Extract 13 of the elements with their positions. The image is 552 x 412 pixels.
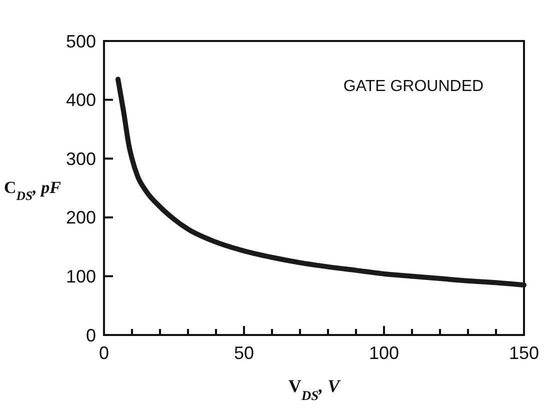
x-tick-label: 100 (368, 343, 400, 363)
y-tick-label: 200 (66, 208, 96, 228)
y-axis-title: C$_{DS}$, pF (4, 178, 62, 203)
y-tick-label: 500 (66, 31, 96, 52)
y-tick-label: 0 (86, 325, 96, 346)
x-tick-label: 150 (508, 343, 540, 363)
y-tick-label: 400 (66, 90, 96, 110)
x-axis-title: V$_{DS}$, V (288, 376, 342, 402)
y-tick-label: 300 (66, 148, 96, 169)
y-tick-label: 100 (66, 266, 96, 286)
x-tick-label: 50 (234, 343, 254, 363)
annotation: GATE GROUNDED (343, 78, 484, 95)
x-tick-label: 0 (98, 343, 110, 363)
